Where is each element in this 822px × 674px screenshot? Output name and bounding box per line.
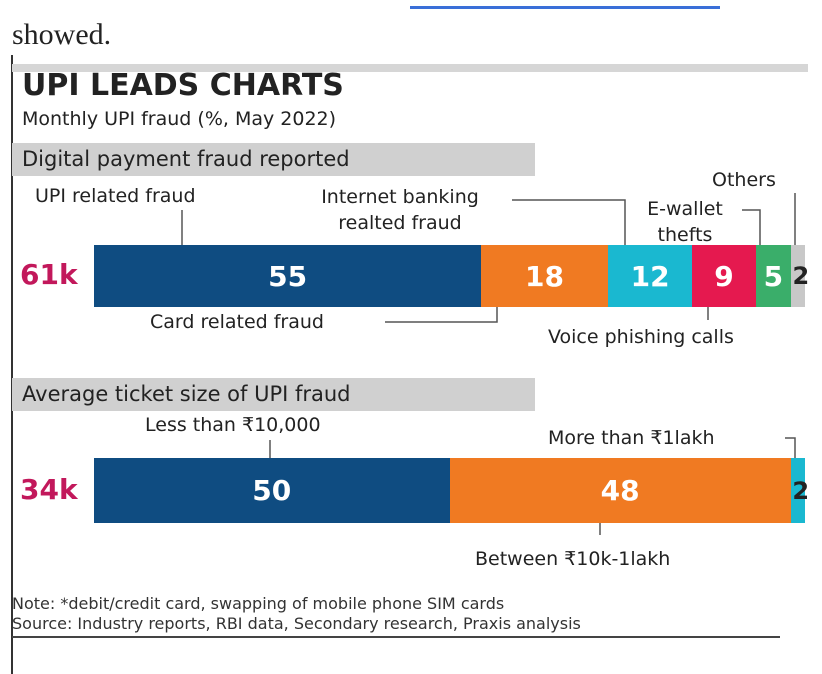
callout-label: Between ₹10k-1lakh bbox=[475, 548, 671, 570]
section-header: Average ticket size of UPI fraud bbox=[12, 378, 535, 411]
bar-segment bbox=[94, 458, 450, 523]
top-rule bbox=[410, 6, 720, 9]
left-border bbox=[11, 55, 13, 674]
bar-segment bbox=[449, 458, 791, 523]
callout-label: UPI related fraud bbox=[35, 185, 196, 207]
leader-line bbox=[512, 199, 626, 245]
note: Note: *debit/credit card, swapping of mo… bbox=[12, 594, 505, 613]
bar-segment bbox=[790, 458, 805, 523]
leader-line bbox=[385, 307, 498, 323]
bar-segment bbox=[755, 245, 791, 307]
callout-label: Voice phishing calls bbox=[548, 326, 734, 348]
bottom-rule bbox=[12, 636, 780, 638]
value-label: 50 bbox=[252, 474, 292, 507]
title: UPI LEADS CHARTS bbox=[22, 68, 344, 103]
page-text: showed. bbox=[12, 18, 112, 51]
value-label: 48 bbox=[600, 474, 640, 507]
bar-segment bbox=[692, 245, 756, 307]
value-label: 9 bbox=[714, 259, 734, 293]
callout-label: Others bbox=[712, 169, 776, 191]
bar-segment bbox=[607, 245, 693, 307]
total-label: 61k bbox=[20, 258, 78, 291]
value-label: 12 bbox=[630, 259, 670, 293]
source: Source: Industry reports, RBI data, Seco… bbox=[12, 614, 581, 633]
callout-label: E-wallet thefts bbox=[647, 198, 723, 246]
callout-label: Internet banking realted fraud bbox=[321, 186, 479, 234]
value-label: 18 bbox=[525, 259, 564, 293]
value-label: 55 bbox=[268, 259, 308, 293]
total-label: 34k bbox=[20, 472, 78, 506]
callout-label: Less than ₹10,000 bbox=[145, 414, 321, 436]
value-label: 2 bbox=[792, 262, 810, 290]
bar-segment bbox=[94, 245, 482, 307]
section-header: Digital payment fraud reported bbox=[12, 143, 535, 176]
subtitle: Monthly UPI fraud (%, May 2022) bbox=[22, 108, 337, 130]
callout-label: More than ₹1lakh bbox=[548, 427, 715, 449]
bar-segment bbox=[481, 245, 608, 307]
title-rule bbox=[12, 64, 808, 72]
value-label: 2 bbox=[792, 476, 810, 505]
callout-label: Card related fraud bbox=[150, 311, 324, 333]
leader-line bbox=[742, 209, 761, 245]
value-label: 5 bbox=[763, 259, 784, 293]
bar-segment bbox=[790, 245, 805, 307]
leader-line bbox=[785, 437, 796, 458]
